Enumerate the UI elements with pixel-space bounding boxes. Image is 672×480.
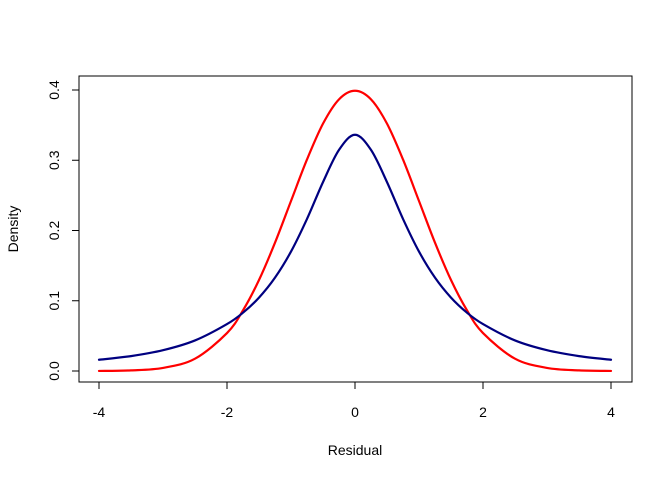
y-axis: 0.0 0.1 0.2 0.3 0.4 (46, 80, 80, 381)
x-axis: -4 -2 0 2 4 (93, 381, 615, 420)
x-tick-label: -4 (93, 404, 106, 420)
y-tick-label: 0.1 (46, 291, 62, 311)
plot-frame (78, 75, 633, 383)
y-tick-label: 0.2 (46, 221, 62, 241)
y-axis-title: Density (5, 206, 21, 253)
x-tick-label: -2 (221, 404, 234, 420)
series-line-1 (97, 89, 613, 373)
y-tick-label: 0.4 (46, 80, 62, 100)
x-tick-label: 2 (479, 404, 487, 420)
series-line-2 (97, 133, 613, 361)
series-lines (97, 89, 613, 373)
y-tick-label: 0.3 (46, 150, 62, 170)
x-tick-label: 0 (351, 404, 359, 420)
x-tick-label: 4 (607, 404, 615, 420)
x-axis-title: Residual (328, 442, 382, 458)
y-tick-label: 0.0 (46, 361, 62, 381)
